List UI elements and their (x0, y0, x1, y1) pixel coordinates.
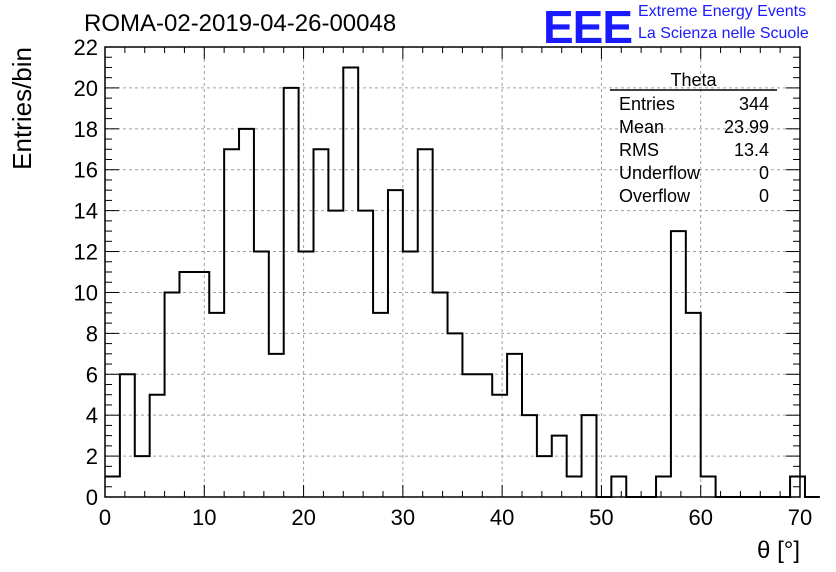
y-tick-label: 22 (74, 35, 98, 60)
y-tick-label: 20 (74, 76, 98, 101)
y-tick-label: 0 (86, 485, 98, 510)
eee-logo: EEE (543, 1, 633, 53)
stats-box-title: Theta (670, 70, 717, 90)
y-tick-label: 8 (86, 321, 98, 346)
y-tick-label: 2 (86, 444, 98, 469)
stats-value-entries: 344 (739, 94, 769, 114)
stats-value-overflow: 0 (759, 186, 769, 206)
y-tick-label: 12 (74, 240, 98, 265)
y-tick-label: 14 (74, 199, 98, 224)
y-tick-label: 10 (74, 280, 98, 305)
x-tick-label: 30 (391, 505, 415, 530)
stats-value-rms: 13.4 (734, 140, 769, 160)
eee-logo-line-1: Extreme Energy Events (638, 3, 807, 20)
stats-value-underflow: 0 (759, 163, 769, 183)
eee-logo-line-2: La Scienza nelle Scuole (638, 25, 809, 42)
x-axis-label: θ [°] (757, 537, 800, 564)
histogram-series-theta (105, 66, 820, 498)
x-tick-label: 70 (788, 505, 812, 530)
y-tick-label: 6 (86, 362, 98, 387)
y-axis-label: Entries/bin (7, 47, 37, 170)
y-tick-label: 16 (74, 158, 98, 183)
x-tick-label: 50 (589, 505, 613, 530)
x-tick-label: 10 (192, 505, 216, 530)
y-tick-label: 18 (74, 117, 98, 142)
x-tick-label: 20 (291, 505, 315, 530)
run-title: ROMA-02-2019-04-26-00048 (84, 10, 397, 37)
x-tick-label: 60 (688, 505, 712, 530)
x-tick-label: 0 (99, 505, 111, 530)
y-tick-label: 4 (86, 403, 98, 428)
stats-label-underflow: Underflow (619, 163, 701, 183)
stats-label-entries: Entries (619, 94, 675, 114)
stats-label-rms: RMS (619, 140, 659, 160)
stats-value-mean: 23.99 (724, 117, 769, 137)
stats-label-overflow: Overflow (619, 186, 691, 206)
stats-label-mean: Mean (619, 117, 664, 137)
x-tick-label: 40 (490, 505, 514, 530)
